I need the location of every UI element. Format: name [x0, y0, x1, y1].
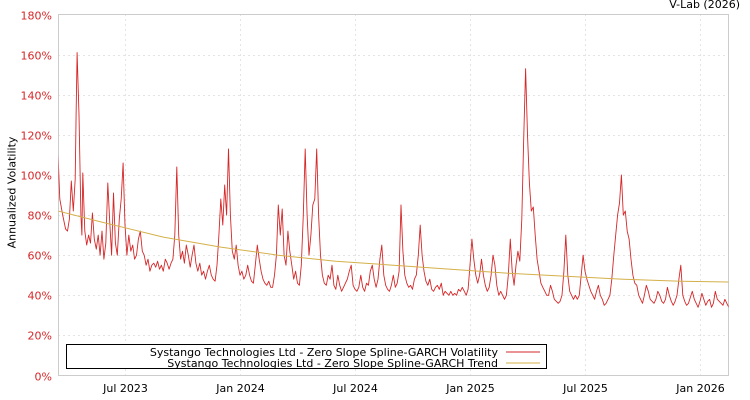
- y-tick-label: 120%: [21, 130, 52, 143]
- y-tick-label: 60%: [28, 250, 52, 263]
- y-tick-label: 20%: [28, 330, 52, 343]
- x-tick-label: Jan 2024: [215, 382, 264, 395]
- data-series: [58, 52, 729, 308]
- x-tick-label: Jan 2025: [445, 382, 494, 395]
- legend-label-trend: Systango Technologies Ltd - Zero Slope S…: [167, 357, 498, 370]
- y-tick-label: 40%: [28, 290, 52, 303]
- legend: Systango Technologies Ltd - Zero Slope S…: [66, 344, 547, 370]
- x-tick-label: Jul 2025: [562, 382, 608, 395]
- volatility-line: [58, 52, 729, 308]
- x-tick-label: Jan 2026: [675, 382, 724, 395]
- y-axis-label: Annualized Volatility: [5, 136, 19, 249]
- y-tick-label: 180%: [21, 10, 52, 23]
- trend-line: [58, 210, 729, 283]
- x-axis-ticks: Jul 2023 Jan 2024 Jul 2024 Jan 2025 Jul 2025…: [102, 382, 725, 395]
- plot-area-border: [58, 14, 729, 376]
- legend-label-volatility: Systango Technologies Ltd - Zero Slope S…: [150, 346, 499, 359]
- legend-box: [66, 344, 547, 369]
- chart-credit: V-Lab (2026): [669, 0, 740, 11]
- y-tick-label: 80%: [28, 210, 52, 223]
- y-tick-label: 100%: [21, 170, 52, 183]
- y-tick-label: 140%: [21, 90, 52, 103]
- x-tick-label: Jul 2023: [102, 382, 148, 395]
- x-tick-label: Jul 2024: [332, 382, 378, 395]
- y-axis-ticks: 0% 20% 40% 60% 80% 100% 120% 140% 160% 180%: [21, 10, 52, 384]
- grid-lines: [58, 14, 729, 376]
- y-tick-label: 160%: [21, 50, 52, 63]
- y-tick-label: 0%: [35, 371, 52, 384]
